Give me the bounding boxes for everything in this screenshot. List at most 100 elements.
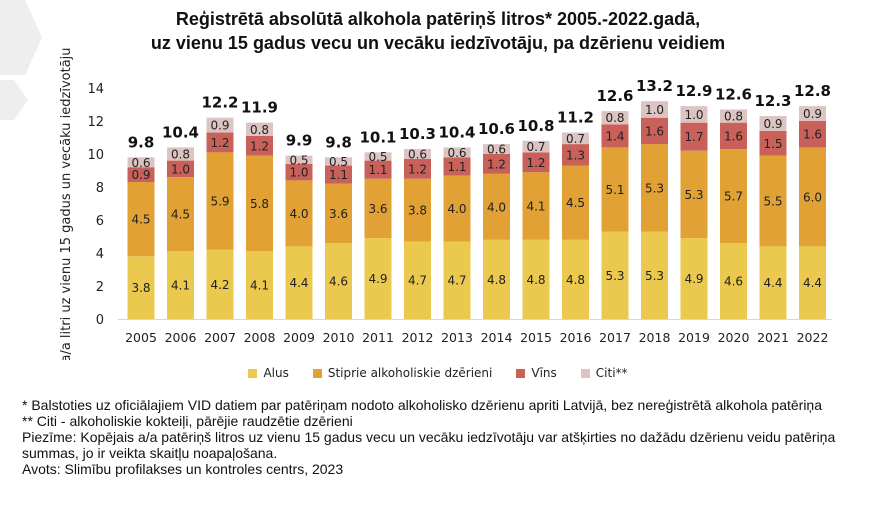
x-tick-label: 2006 bbox=[165, 330, 197, 345]
legend-item-citi: Citi** bbox=[580, 366, 628, 380]
legend-label: Vīns bbox=[531, 366, 557, 380]
bar-segment-citi- bbox=[206, 117, 234, 133]
data-label: 0.5 bbox=[289, 153, 308, 167]
total-label: 12.6 bbox=[715, 85, 752, 103]
data-label: 1.2 bbox=[487, 157, 506, 171]
bar-segment-alus bbox=[246, 251, 273, 319]
bar-segment-v-ns bbox=[720, 122, 747, 150]
data-label: 0.7 bbox=[566, 132, 585, 146]
data-label: 0.9 bbox=[131, 168, 150, 182]
bar-segment-alus bbox=[522, 239, 550, 319]
data-label: 1.0 bbox=[684, 108, 703, 122]
x-tick-label: 2012 bbox=[402, 330, 434, 345]
data-label: 4.9 bbox=[368, 272, 387, 286]
x-tick-label: 2005 bbox=[125, 330, 157, 345]
x-tick-label: 2009 bbox=[283, 330, 315, 345]
total-label: 10.8 bbox=[517, 117, 554, 135]
data-label: 4.1 bbox=[171, 279, 190, 293]
bar-segment-stiprie-alkoholiskie-dz-rieni bbox=[483, 173, 510, 240]
x-tick-label: 2008 bbox=[244, 330, 276, 345]
bar-segment-citi- bbox=[325, 157, 352, 166]
bar-segment-stiprie-alkoholiskie-dz-rieni bbox=[246, 155, 273, 252]
data-label: 4.5 bbox=[171, 208, 190, 222]
bar-segment-stiprie-alkoholiskie-dz-rieni bbox=[522, 172, 550, 240]
total-label: 10.4 bbox=[162, 123, 199, 141]
data-label: 3.8 bbox=[131, 281, 150, 295]
bar-segment-stiprie-alkoholiskie-dz-rieni bbox=[720, 149, 747, 244]
bar-segment-citi- bbox=[246, 122, 273, 136]
data-label: 0.8 bbox=[724, 110, 743, 124]
data-label: 4.8 bbox=[487, 273, 506, 287]
data-label: 4.5 bbox=[131, 213, 150, 227]
bar-segment-citi- bbox=[285, 155, 313, 164]
bar-segment-stiprie-alkoholiskie-dz-rieni bbox=[799, 147, 826, 247]
total-label: 10.6 bbox=[478, 120, 515, 138]
y-tick-label: 4 bbox=[96, 247, 104, 262]
footnote-rounding: Piezīme: Kopējais a/a patēriņš litros uz… bbox=[22, 429, 836, 461]
bar-segment-alus bbox=[601, 231, 629, 319]
legend-item-alus: Alus bbox=[248, 366, 289, 380]
bar-segment-alus bbox=[364, 238, 392, 319]
legend-swatch bbox=[248, 368, 258, 378]
total-label: 12.9 bbox=[675, 82, 712, 100]
data-label: 5.3 bbox=[645, 181, 664, 195]
total-label: 9.8 bbox=[128, 133, 155, 151]
footnotes: * Balstoties uz oficiālajiem VID datiem … bbox=[22, 397, 842, 477]
total-label: 11.2 bbox=[557, 109, 594, 127]
bar-segment-stiprie-alkoholiskie-dz-rieni bbox=[325, 183, 352, 244]
bar-segment-stiprie-alkoholiskie-dz-rieni bbox=[601, 147, 629, 232]
bar-segment-citi- bbox=[364, 152, 392, 161]
x-tick-label: 2018 bbox=[639, 330, 671, 345]
bar-segment-citi- bbox=[641, 101, 668, 118]
bar-segment-citi- bbox=[759, 116, 787, 131]
x-tick-label: 2019 bbox=[678, 330, 710, 345]
bar-segment-citi- bbox=[522, 140, 550, 153]
data-label: 5.7 bbox=[724, 190, 743, 204]
legend: Alus Stiprie alkoholiskie dzērieni Vīns … bbox=[0, 366, 876, 380]
bar-segment-citi- bbox=[404, 149, 431, 159]
bar-segment-v-ns bbox=[206, 132, 234, 153]
total-label: 12.8 bbox=[794, 82, 831, 100]
total-label: 12.3 bbox=[754, 92, 791, 110]
data-label: 4.7 bbox=[408, 274, 427, 288]
bar-segment-alus bbox=[799, 246, 826, 319]
legend-label: Stiprie alkoholiskie dzērieni bbox=[327, 366, 493, 380]
data-label: 0.5 bbox=[329, 155, 348, 169]
data-label: 5.8 bbox=[250, 197, 269, 211]
data-label: 1.3 bbox=[566, 148, 585, 162]
data-label: 4.7 bbox=[447, 274, 466, 288]
legend-swatch bbox=[516, 368, 526, 378]
y-tick-label: 12 bbox=[87, 115, 104, 130]
bottom-fade bbox=[0, 484, 876, 506]
y-tick-label: 8 bbox=[96, 181, 104, 196]
data-label: 0.5 bbox=[368, 150, 387, 164]
data-label: 4.6 bbox=[329, 275, 348, 289]
total-label: 10.3 bbox=[399, 125, 436, 143]
bar-segment-stiprie-alkoholiskie-dz-rieni bbox=[680, 150, 708, 239]
bar-segment-alus bbox=[285, 246, 313, 319]
data-label: 5.3 bbox=[645, 269, 664, 283]
bar-segment-citi- bbox=[601, 111, 629, 125]
bar-segment-alus bbox=[562, 239, 589, 319]
total-label: 10.4 bbox=[438, 123, 475, 141]
bar-segment-alus bbox=[641, 231, 668, 319]
total-label: 12.2 bbox=[201, 94, 238, 112]
bar-segment-citi- bbox=[799, 106, 826, 121]
data-label: 0.8 bbox=[250, 123, 269, 137]
total-label: 13.2 bbox=[636, 77, 673, 95]
x-tick-label: 2022 bbox=[797, 330, 829, 345]
total-label: 12.6 bbox=[596, 87, 633, 105]
data-label: 4.4 bbox=[763, 276, 782, 290]
total-label: 10.1 bbox=[359, 128, 396, 146]
legend-item-vins: Vīns bbox=[516, 366, 557, 380]
data-label: 0.8 bbox=[171, 148, 190, 162]
chart-title-line-2: uz vienu 15 gadus vecu un vecāku iedzīvo… bbox=[150, 33, 726, 53]
data-label: 4.0 bbox=[289, 207, 308, 221]
bar-segment-v-ns bbox=[364, 160, 392, 179]
data-label: 0.6 bbox=[487, 143, 506, 157]
bar-segment-alus bbox=[127, 256, 155, 319]
data-label: 5.3 bbox=[605, 269, 624, 283]
bar-segment-stiprie-alkoholiskie-dz-rieni bbox=[167, 177, 194, 252]
bar-segment-v-ns bbox=[325, 165, 352, 184]
bar-segment-alus bbox=[680, 238, 708, 319]
